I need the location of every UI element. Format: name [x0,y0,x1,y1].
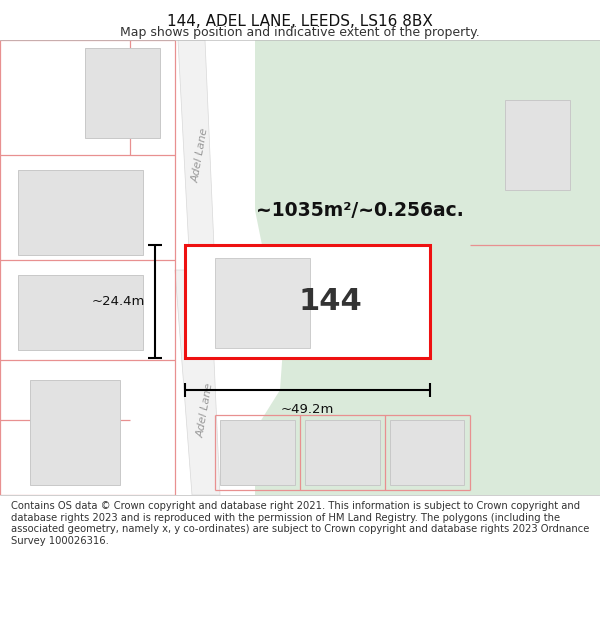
Polygon shape [178,40,215,270]
Bar [390,420,464,485]
Text: Adel Lane: Adel Lane [190,127,210,183]
Text: ~24.4m: ~24.4m [92,295,145,308]
Bar [85,48,160,138]
Polygon shape [215,258,310,348]
Text: 144, ADEL LANE, LEEDS, LS16 8BX: 144, ADEL LANE, LEEDS, LS16 8BX [167,14,433,29]
Bar [18,170,143,255]
Text: Map shows position and indicative extent of the property.: Map shows position and indicative extent… [120,26,480,39]
Bar [30,380,120,485]
Polygon shape [185,245,430,358]
Text: ~49.2m: ~49.2m [281,403,334,416]
Text: Adel Lane: Adel Lane [195,382,215,438]
Bar [220,420,295,485]
Bar [505,100,570,190]
Text: ~1035m²/~0.256ac.: ~1035m²/~0.256ac. [256,201,464,219]
Polygon shape [255,40,600,495]
Bar [0,40,255,495]
Text: Contains OS data © Crown copyright and database right 2021. This information is : Contains OS data © Crown copyright and d… [11,501,589,546]
Bar [18,275,143,350]
Bar [305,420,380,485]
Text: 144: 144 [298,288,362,316]
Polygon shape [175,270,220,495]
